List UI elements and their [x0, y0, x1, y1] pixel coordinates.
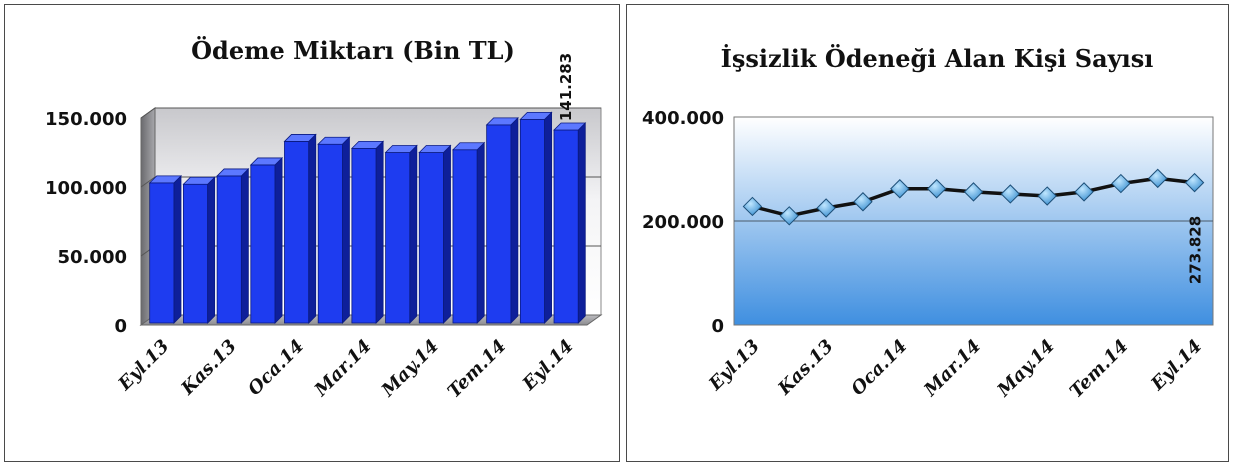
- y-tick-label: 400.000: [642, 108, 724, 129]
- data-point: [742, 196, 763, 217]
- x-axis-ticks: Eyl.13 Kas.13 Oca.14 Mar.14 May.14 Tem.14 Eyl.…: [704, 336, 1206, 403]
- bar: [350, 140, 385, 324]
- bar: [317, 136, 351, 324]
- data-label: 273.828: [1187, 216, 1205, 284]
- y-tick-label: 50.000: [58, 247, 127, 268]
- x-tick-label: Eyl.14: [1146, 336, 1206, 396]
- data-labels: 141.283: [557, 53, 575, 121]
- data-point: [1148, 168, 1168, 189]
- data-point: [1184, 172, 1205, 193]
- y-tick-label: 0: [114, 316, 127, 337]
- x-axis-ticks: Eyl.13 Kas.13 Oca.14 Mar.14 May.14 Tem.14 Eyl.…: [114, 336, 578, 403]
- bar: [519, 111, 553, 324]
- x-tick-label: Eyl.13: [114, 336, 174, 396]
- chart-title: İşsizlik Ödeneği Alan Kişi Sayısı: [721, 44, 1154, 73]
- bar: [216, 167, 250, 324]
- x-tick-label: Tem.14: [1066, 336, 1133, 403]
- unemployment-recipients-chart: İşsizlik Ödeneği Alan Kişi Sayısı 0 200.0…: [642, 44, 1214, 403]
- gridline-side: [140, 107, 156, 119]
- y-tick-label: 100.000: [45, 178, 127, 199]
- bar: [451, 141, 486, 324]
- data-point: [963, 182, 984, 202]
- x-tick-label: Eyl.14: [518, 336, 578, 396]
- bar: [418, 144, 452, 324]
- payment-amount-chart-panel: Ödeme Miktarı (Bin TL) 0 50.000 100.000 150…: [4, 4, 620, 462]
- chart-title: Ödeme Miktarı (Bin TL): [191, 36, 515, 65]
- data-point: [1111, 173, 1131, 194]
- bar: [485, 116, 519, 324]
- bar: [182, 176, 216, 324]
- bar-series: [148, 111, 587, 324]
- data-point: [1074, 182, 1094, 202]
- data-point: [1000, 184, 1021, 204]
- bar: [283, 133, 317, 324]
- data-point: [779, 206, 799, 226]
- data-label: 141.283: [557, 53, 575, 121]
- y-tick-label: 200.000: [642, 212, 724, 233]
- x-tick-label: Eyl.13: [704, 336, 764, 396]
- data-labels: 273.828: [1187, 216, 1205, 284]
- data-point: [890, 179, 910, 199]
- x-tick-label: Mar.14: [919, 336, 985, 402]
- x-tick-label: May.14: [993, 336, 1059, 402]
- y-tick-label: 0: [711, 316, 724, 337]
- y-tick-label: 150.000: [45, 109, 127, 130]
- data-point: [1037, 186, 1057, 206]
- payment-amount-chart: Ödeme Miktarı (Bin TL) 0 50.000 100.000 150…: [45, 36, 603, 403]
- bar: [553, 122, 587, 324]
- data-point: [926, 179, 947, 199]
- x-tick-label: May.14: [377, 336, 443, 402]
- bar: [249, 156, 284, 324]
- x-tick-label: Kas.13: [773, 336, 837, 400]
- unemployment-recipients-chart-panel: İşsizlik Ödeneği Alan Kişi Sayısı 0 200.0…: [626, 4, 1229, 462]
- y-axis-ticks: 0 200.000 400.000: [642, 108, 724, 337]
- line-series: [742, 168, 1205, 226]
- x-tick-label: Oca.14: [244, 336, 308, 400]
- data-point: [816, 198, 836, 218]
- bar: [148, 174, 182, 324]
- x-tick-label: Mar.14: [310, 336, 376, 402]
- data-point: [853, 192, 873, 212]
- x-tick-label: Kas.13: [177, 336, 241, 400]
- x-tick-label: Oca.14: [847, 336, 911, 400]
- x-tick-label: Tem.14: [444, 336, 511, 403]
- y-axis-ticks: 0 50.000 100.000 150.000: [45, 109, 127, 337]
- bar: [384, 144, 418, 324]
- gridline-side: [140, 176, 156, 188]
